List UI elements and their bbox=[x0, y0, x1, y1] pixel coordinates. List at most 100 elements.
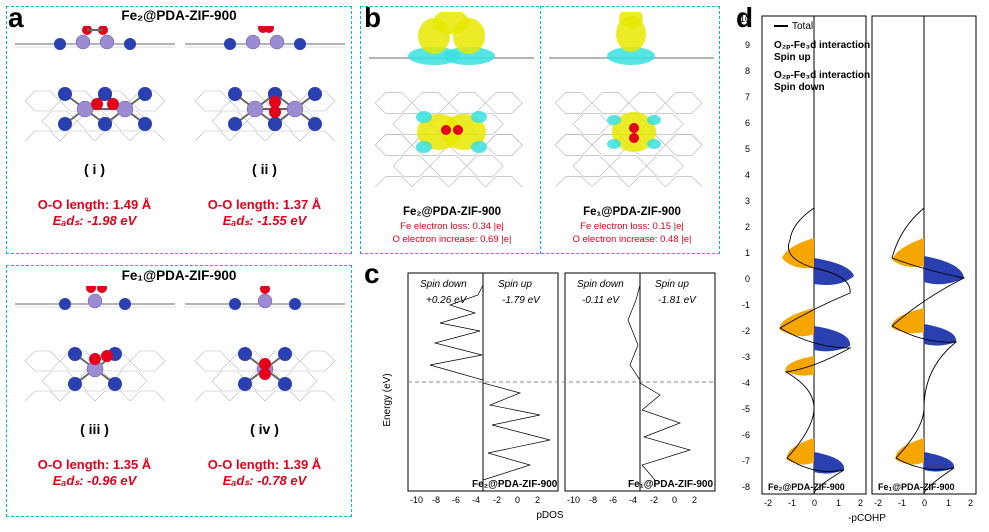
svg-text:7: 7 bbox=[745, 92, 750, 102]
svg-text:Spin down: Spin down bbox=[420, 279, 467, 290]
e-ii: Eₐdₛ: -1.55 eV bbox=[223, 213, 307, 229]
svg-text:-1: -1 bbox=[898, 498, 906, 508]
svg-text:Spin up: Spin up bbox=[498, 279, 532, 290]
panel-b-left-line1: Fe electron loss: 0.34 |e| bbox=[364, 221, 540, 233]
panel-c-label: c bbox=[364, 258, 380, 290]
panel-b-left-svg bbox=[364, 12, 538, 207]
svg-text:-3: -3 bbox=[742, 352, 750, 362]
struct-top-iv bbox=[185, 326, 345, 421]
panel-c-xlabel: pDOS bbox=[536, 510, 564, 521]
svg-text:1: 1 bbox=[836, 498, 841, 508]
svg-text:-4: -4 bbox=[742, 378, 750, 388]
svg-text:2: 2 bbox=[968, 498, 973, 508]
svg-text:-1: -1 bbox=[788, 498, 796, 508]
svg-text:3: 3 bbox=[745, 196, 750, 206]
roman-iii: ( iii ) bbox=[80, 421, 109, 437]
struct-top-i bbox=[15, 66, 175, 161]
svg-text:-1: -1 bbox=[742, 300, 750, 310]
struct-top-iii bbox=[15, 326, 175, 421]
struct-side-ii bbox=[185, 26, 345, 66]
roman-i: ( i ) bbox=[84, 161, 105, 177]
svg-text:-2: -2 bbox=[874, 498, 882, 508]
svg-text:-1.79 eV: -1.79 eV bbox=[502, 295, 541, 306]
panel-b-right-line2: O electron increase: 0.48 |e| bbox=[544, 234, 720, 246]
panel-c-ylabel: Energy (eV) bbox=[382, 373, 393, 426]
svg-text:-6: -6 bbox=[742, 430, 750, 440]
svg-text:10: 10 bbox=[740, 14, 750, 24]
svg-text:+0.26 eV: +0.26 eV bbox=[426, 295, 468, 306]
svg-text:-2: -2 bbox=[764, 498, 772, 508]
svg-text:-10: -10 bbox=[410, 495, 423, 505]
svg-text:4: 4 bbox=[745, 170, 750, 180]
svg-text:-4: -4 bbox=[472, 495, 480, 505]
struct-top-ii bbox=[185, 66, 345, 161]
svg-text:Fe₁@PDA-ZIF-900: Fe₁@PDA-ZIF-900 bbox=[628, 479, 713, 490]
panel-a-title-bottom: Fe₁@PDA-ZIF-900 bbox=[6, 268, 352, 283]
svg-text:0: 0 bbox=[745, 274, 750, 284]
svg-text:8: 8 bbox=[745, 66, 750, 76]
panel-d-xlabel: -pCOHP bbox=[848, 513, 886, 524]
svg-text:Spin down: Spin down bbox=[774, 82, 825, 93]
svg-text:0: 0 bbox=[812, 498, 817, 508]
roman-iv: ( iv ) bbox=[250, 421, 279, 437]
svg-text:O₂ₚ-Fe₃d interaction: O₂ₚ-Fe₃d interaction bbox=[774, 70, 870, 81]
svg-text:-8: -8 bbox=[589, 495, 597, 505]
svg-text:Total: Total bbox=[792, 21, 813, 32]
svg-text:2: 2 bbox=[535, 495, 540, 505]
panel-d-yticks: 10 9 8 7 6 5 4 3 2 1 0 -1 -2 -3 -4 -5 -6… bbox=[740, 14, 750, 492]
panel-b-right-title: Fe₁@PDA-ZIF-900 bbox=[544, 206, 720, 218]
svg-text:9: 9 bbox=[745, 40, 750, 50]
svg-text:0: 0 bbox=[515, 495, 520, 505]
svg-text:Fe₁@PDA-ZIF-900: Fe₁@PDA-ZIF-900 bbox=[878, 482, 955, 492]
svg-text:O₂ₚ-Fe₃d interaction: O₂ₚ-Fe₃d interaction bbox=[774, 40, 870, 51]
svg-text:-5: -5 bbox=[742, 404, 750, 414]
panel-b-left-line2: O electron increase: 0.69 |e| bbox=[364, 234, 540, 246]
svg-text:0: 0 bbox=[672, 495, 677, 505]
panel-d-xticks: -2-1012 -2-1012 bbox=[764, 498, 973, 508]
panel-d-legend: Total O₂ₚ-Fe₃d interaction Spin up O₂ₚ-F… bbox=[774, 21, 870, 93]
svg-text:-2: -2 bbox=[742, 326, 750, 336]
svg-text:1: 1 bbox=[946, 498, 951, 508]
panel-b-right-svg bbox=[544, 12, 718, 207]
panel-a-sub-iv: ( iv ) O-O length: 1.39 Å Eₐdₛ: -0.78 eV bbox=[182, 286, 347, 508]
svg-text:-4: -4 bbox=[629, 495, 637, 505]
svg-text:Spin up: Spin up bbox=[774, 52, 811, 63]
svg-text:-2: -2 bbox=[650, 495, 658, 505]
svg-text:2: 2 bbox=[858, 498, 863, 508]
panel-c-svg: Energy (eV) Spin down Spin up +0.26 eV -… bbox=[380, 265, 730, 525]
oo-ii: O-O length: 1.37 Å bbox=[208, 197, 321, 213]
e-i: Eₐdₛ: -1.98 eV bbox=[53, 213, 137, 229]
svg-text:Fe₂@PDA-ZIF-900: Fe₂@PDA-ZIF-900 bbox=[472, 479, 558, 490]
svg-text:Spin down: Spin down bbox=[577, 279, 624, 290]
svg-text:-1.81 eV: -1.81 eV bbox=[658, 295, 697, 306]
struct-side-i bbox=[15, 26, 175, 66]
panel-b-divider bbox=[540, 6, 541, 254]
svg-text:-8: -8 bbox=[432, 495, 440, 505]
svg-text:-6: -6 bbox=[609, 495, 617, 505]
e-iv: Eₐdₛ: -0.78 eV bbox=[223, 473, 307, 489]
svg-text:2: 2 bbox=[692, 495, 697, 505]
panel-a-sub-iii: ( iii ) O-O length: 1.35 Å Eₐdₛ: -0.96 e… bbox=[12, 286, 177, 508]
svg-text:-10: -10 bbox=[567, 495, 580, 505]
panel-c-xticks: -10-8-6-4-202 -10-8-6-4-202 bbox=[410, 495, 697, 505]
struct-side-iii bbox=[15, 286, 175, 326]
panel-a-title-top: Fe₂@PDA-ZIF-900 bbox=[6, 8, 352, 23]
oo-i: O-O length: 1.49 Å bbox=[38, 197, 151, 213]
svg-text:5: 5 bbox=[745, 144, 750, 154]
panel-b-left-title: Fe₂@PDA-ZIF-900 bbox=[364, 206, 540, 218]
svg-text:6: 6 bbox=[745, 118, 750, 128]
svg-text:-2: -2 bbox=[493, 495, 501, 505]
svg-text:Spin up: Spin up bbox=[655, 279, 689, 290]
cohp-left bbox=[780, 208, 854, 494]
oo-iii: O-O length: 1.35 Å bbox=[38, 457, 151, 473]
panel-a-sub-i: ( i ) O-O length: 1.49 Å Eₐdₛ: -1.98 eV bbox=[12, 26, 177, 248]
svg-text:2: 2 bbox=[745, 222, 750, 232]
svg-text:1: 1 bbox=[745, 248, 750, 258]
oo-iv: O-O length: 1.39 Å bbox=[208, 457, 321, 473]
svg-text:Fe₂@PDA-ZIF-900: Fe₂@PDA-ZIF-900 bbox=[768, 482, 845, 492]
panel-d-svg: 10 9 8 7 6 5 4 3 2 1 0 -1 -2 -3 -4 -5 -6… bbox=[732, 8, 987, 528]
e-iii: Eₐdₛ: -0.96 eV bbox=[53, 473, 137, 489]
struct-side-iv bbox=[185, 286, 345, 326]
panel-b-right-line1: Fe electron loss: 0.15 |e| bbox=[544, 221, 720, 233]
panel-a-sub-ii: ( ii ) O-O length: 1.37 Å Eₐdₛ: -1.55 eV bbox=[182, 26, 347, 248]
